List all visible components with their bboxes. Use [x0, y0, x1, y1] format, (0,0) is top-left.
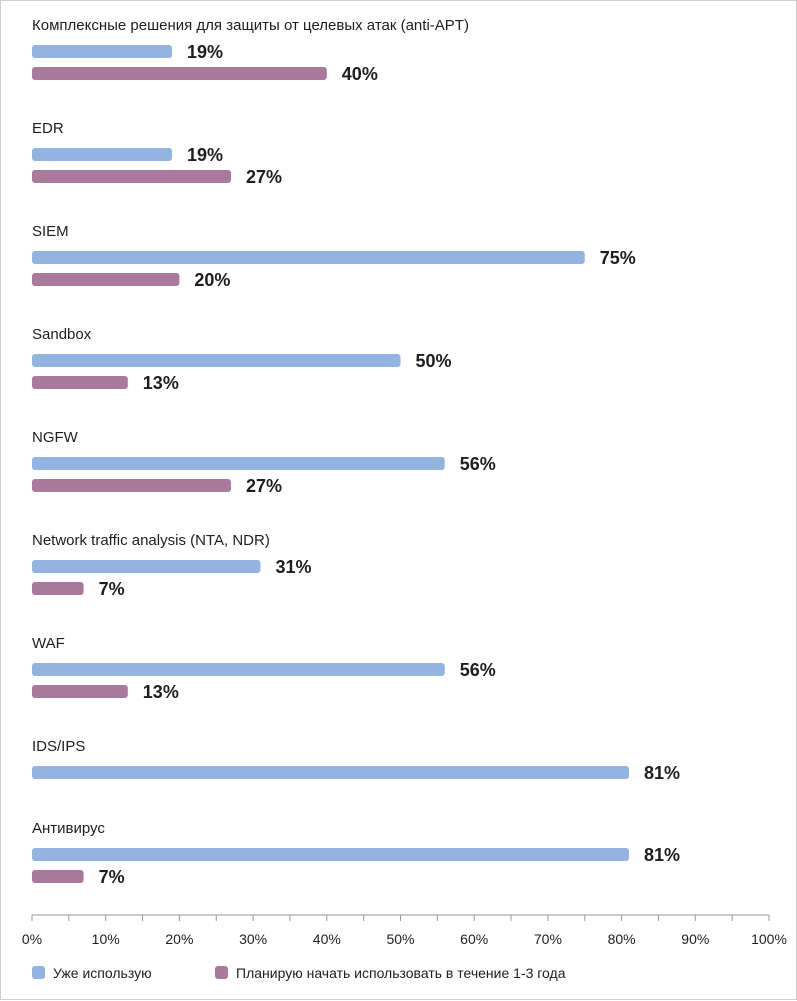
bar-using — [32, 766, 629, 779]
x-tick-label: 50% — [386, 931, 414, 947]
category-label: SIEM — [32, 223, 69, 240]
category-label: NGFW — [32, 429, 79, 446]
value-label: 27% — [246, 167, 282, 187]
bar-planned — [32, 479, 231, 492]
category-label: Антивирус — [32, 820, 105, 837]
bar-planned — [32, 376, 128, 389]
category-group: Комплексные решения для защиты от целевы… — [32, 17, 469, 84]
category-label: EDR — [32, 120, 64, 137]
value-label: 81% — [644, 763, 680, 783]
bar-using — [32, 251, 585, 264]
category-group: SIEM 75% 20% — [32, 223, 636, 290]
bar-planned — [32, 273, 180, 286]
x-axis: 0% 10% 20% 30% 40% 50% 60% 70% 80% 90% 100% — [22, 914, 787, 947]
legend-item: Уже использую — [32, 965, 152, 981]
category-group: Sandbox 50% 13% — [32, 326, 452, 393]
category-label: Network traffic analysis (NTA, NDR) — [32, 532, 270, 549]
value-label: 7% — [99, 579, 125, 599]
value-label: 50% — [416, 351, 452, 371]
bar-planned — [32, 67, 327, 80]
value-label: 19% — [187, 145, 223, 165]
category-group: WAF 56% 13% — [32, 635, 496, 702]
bar-using — [32, 45, 173, 58]
bars-layer: Комплексные решения для защиты от целевы… — [32, 17, 680, 887]
x-tick-label: 90% — [681, 931, 709, 947]
x-tick-label: 70% — [534, 931, 562, 947]
bar-using — [32, 457, 445, 470]
category-group: Network traffic analysis (NTA, NDR) 31% 7% — [32, 532, 312, 599]
category-group: NGFW 56% 27% — [32, 429, 496, 496]
value-label: 20% — [194, 270, 230, 290]
category-group: Антивирус 81% 7% — [32, 820, 680, 887]
category-label: WAF — [32, 635, 65, 652]
value-label: 56% — [460, 454, 496, 474]
category-group: IDS/IPS 81% — [32, 738, 680, 783]
bar-planned — [32, 685, 128, 698]
x-tick-label: 60% — [460, 931, 488, 947]
legend-swatch — [32, 966, 45, 979]
legend-item: Планирую начать использовать в течение 1… — [215, 965, 566, 981]
legend: Уже использую Планирую начать использоват… — [32, 965, 566, 981]
x-tick-label: 100% — [751, 931, 787, 947]
bar-planned — [32, 582, 84, 595]
bar-using — [32, 848, 629, 861]
bar-using — [32, 663, 445, 676]
bar-planned — [32, 870, 84, 883]
value-label: 7% — [99, 867, 125, 887]
bar-using — [32, 560, 261, 573]
value-label: 40% — [342, 64, 378, 84]
x-tick-label: 0% — [22, 931, 42, 947]
value-label: 13% — [143, 373, 179, 393]
value-label: 81% — [644, 845, 680, 865]
category-group: EDR 19% 27% — [32, 120, 282, 187]
bar-using — [32, 148, 173, 161]
x-tick-label: 40% — [313, 931, 341, 947]
value-label: 19% — [187, 42, 223, 62]
value-label: 56% — [460, 660, 496, 680]
value-label: 31% — [275, 557, 311, 577]
x-tick-label: 20% — [165, 931, 193, 947]
legend-swatch — [215, 966, 228, 979]
value-label: 13% — [143, 682, 179, 702]
x-tick-label: 30% — [239, 931, 267, 947]
bar-planned — [32, 170, 231, 183]
legend-label: Уже использую — [53, 965, 152, 981]
category-label: Комплексные решения для защиты от целевы… — [32, 17, 469, 34]
x-tick-label: 80% — [608, 931, 636, 947]
legend-label: Планирую начать использовать в течение 1… — [236, 965, 566, 981]
bar-using — [32, 354, 401, 367]
value-label: 75% — [600, 248, 636, 268]
x-tick-label: 10% — [92, 931, 120, 947]
category-label: Sandbox — [32, 326, 92, 343]
value-label: 27% — [246, 476, 282, 496]
category-label: IDS/IPS — [32, 738, 85, 755]
